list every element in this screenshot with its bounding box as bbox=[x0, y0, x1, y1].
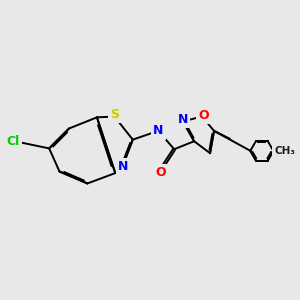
Text: O: O bbox=[199, 109, 209, 122]
Text: Cl: Cl bbox=[7, 135, 20, 148]
Text: S: S bbox=[111, 108, 120, 121]
Text: CH₃: CH₃ bbox=[274, 146, 296, 156]
Text: N: N bbox=[178, 113, 188, 126]
Text: N: N bbox=[118, 160, 128, 173]
Text: N: N bbox=[153, 124, 164, 137]
Text: O: O bbox=[155, 166, 166, 179]
Text: H: H bbox=[154, 123, 162, 133]
